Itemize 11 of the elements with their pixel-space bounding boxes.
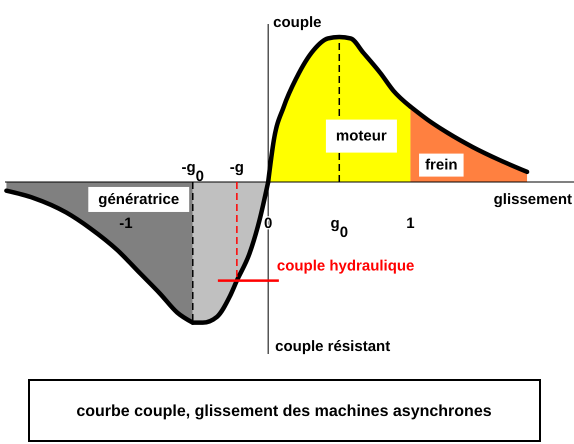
ref-line-label: couple hydraulique [276,258,414,275]
text: courbe couple, glissement des machines asynchrones [76,403,492,420]
series-label: frein [425,156,458,174]
x-tick-label: 1 [406,215,415,232]
series-label: génératrice [98,190,180,208]
y-axis-title: couple [273,14,322,31]
text: couple résistant [275,338,390,355]
x-axis-title: glissement [494,191,572,208]
ref-line-label: -g [230,159,244,176]
series-label: moteur [336,128,387,145]
x-tick-label: -1 [119,215,133,232]
